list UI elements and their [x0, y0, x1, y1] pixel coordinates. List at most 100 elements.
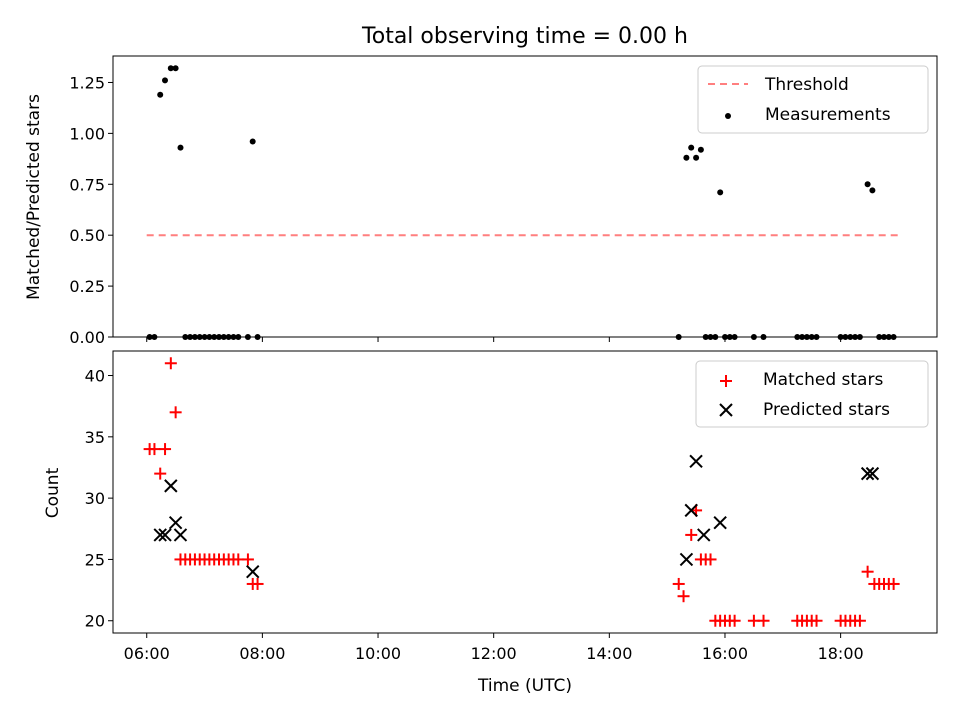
bottom-legend-box [695, 360, 929, 428]
top-legend: Threshold Measurements [697, 65, 929, 134]
top-plot-area [146, 65, 899, 340]
x-tick-label: 16:00 [702, 644, 748, 663]
x-marker-b [684, 503, 698, 518]
x-tick-label: 06:00 [124, 644, 170, 663]
measurement-point [167, 65, 174, 72]
x-marker-b [679, 552, 694, 567]
bottom-y-tick-label: 40 [85, 367, 105, 386]
bottom-y-tick-label: 25 [85, 550, 105, 569]
legend-predicted-label: Predicted stars [763, 400, 890, 420]
bottom-axes-frame [112, 350, 938, 634]
matched-star-point [241, 553, 254, 566]
bottom-y-axis-label: Count [43, 467, 63, 518]
bottom-panel: Count Time (UTC) 20 25 30 35 40 06:00 08:00 10… [43, 350, 938, 696]
measurement-point [693, 154, 700, 161]
matched-star-point [672, 577, 685, 590]
bottom-x-ticks: 06:00 08:00 10:00 12:00 14:00 16:00 18:00 [124, 633, 864, 663]
matched-star-point [677, 590, 690, 603]
bottom-y-tick-label: 35 [85, 428, 105, 447]
matched-star-point [169, 406, 182, 419]
top-legend-box [697, 65, 929, 134]
predicted-star-point [865, 466, 880, 481]
measurement-point [249, 138, 256, 145]
matched-star-point [159, 443, 172, 456]
top-panel: Matched/Predicted stars 0.00 0.25 0.50 0.75… [24, 55, 938, 347]
measurement-point [162, 77, 168, 84]
predicted-star-point [246, 564, 260, 579]
measurement-point [683, 154, 690, 161]
x-axis-label: Time (UTC) [477, 676, 572, 696]
predicted-star-point [158, 528, 172, 542]
x-marker-b [860, 466, 875, 481]
predicted-star-point [679, 552, 694, 567]
bottom-y-tick-label: 20 [85, 612, 105, 631]
x-marker-b [164, 479, 178, 493]
x-tick-label: 10:00 [355, 644, 401, 663]
x-tick-label: 18:00 [818, 644, 864, 663]
predicted-star-point [684, 503, 698, 518]
matched-star-point [704, 553, 717, 566]
top-y-tick-label: 0.25 [69, 277, 105, 296]
matched-star-point [154, 467, 167, 480]
top-y-tick-label: 0.00 [69, 328, 105, 347]
predicted-star-point [164, 479, 178, 493]
legend-predicted-x-icon [719, 403, 733, 417]
legend-matched-plus-icon [720, 375, 732, 387]
top-y-tick-label: 1.25 [69, 73, 105, 92]
legend-matched-label: Matched stars [763, 370, 883, 390]
bottom-y-ticks: 20 25 30 35 40 [85, 367, 113, 631]
top-axes-frame [112, 55, 938, 338]
x-marker-b [713, 515, 727, 530]
top-y-tick-label: 1.00 [69, 124, 105, 143]
matched-star-point [861, 565, 874, 578]
matched-star-point [757, 614, 770, 627]
top-y-axis-label: Matched/Predicted stars [24, 94, 44, 300]
x-marker-b [153, 528, 167, 542]
measurement-point [869, 187, 876, 194]
x-marker-b [689, 454, 703, 469]
predicted-star-point [168, 515, 183, 530]
x-tick-label: 12:00 [471, 644, 517, 663]
matched-star-point [685, 528, 698, 541]
predicted-star-point [697, 528, 711, 542]
matched-star-point [728, 614, 741, 627]
bottom-plot-area [143, 357, 900, 627]
x-marker-b [246, 564, 260, 579]
legend-measurements-label: Measurements [765, 105, 891, 125]
top-y-tick-label: 0.75 [69, 175, 105, 194]
predicted-star-point [153, 528, 167, 542]
matched-star-point [148, 443, 161, 456]
matched-star-point [251, 577, 264, 590]
top-y-tick-label: 0.50 [69, 226, 105, 245]
chart-title: Total observing time = 0.00 h [361, 24, 688, 49]
measurement-point [688, 144, 695, 151]
top-x-ticks [146, 337, 842, 342]
x-tick-label: 08:00 [239, 644, 285, 663]
matched-star-point [887, 577, 900, 590]
matched-star-point [810, 614, 823, 627]
predicted-star-point [860, 466, 875, 481]
measurement-point [717, 189, 724, 196]
predicted-star-point [713, 515, 727, 530]
x-marker-b [173, 528, 188, 542]
predicted-star-point [173, 528, 188, 542]
x-marker-b [158, 528, 172, 542]
x-marker-b [865, 466, 880, 481]
measurement-point [864, 181, 871, 188]
x-marker-b [168, 515, 183, 530]
top-y-ticks: 0.00 0.25 0.50 0.75 1.00 1.25 [69, 73, 113, 347]
measurement-point [697, 146, 704, 153]
measurement-point [177, 144, 184, 151]
bottom-legend: Matched stars Predicted stars [695, 360, 929, 428]
measurement-point [172, 65, 179, 72]
matched-star-point [853, 614, 866, 627]
legend-measurements-dot-icon [725, 113, 731, 119]
measurement-point [157, 91, 164, 98]
x-tick-label: 14:00 [586, 644, 632, 663]
bottom-y-tick-label: 30 [85, 489, 105, 508]
predicted-star-point [689, 454, 703, 469]
x-marker-b [697, 528, 711, 542]
legend-threshold-label: Threshold [764, 75, 849, 95]
matched-star-point [164, 357, 177, 370]
